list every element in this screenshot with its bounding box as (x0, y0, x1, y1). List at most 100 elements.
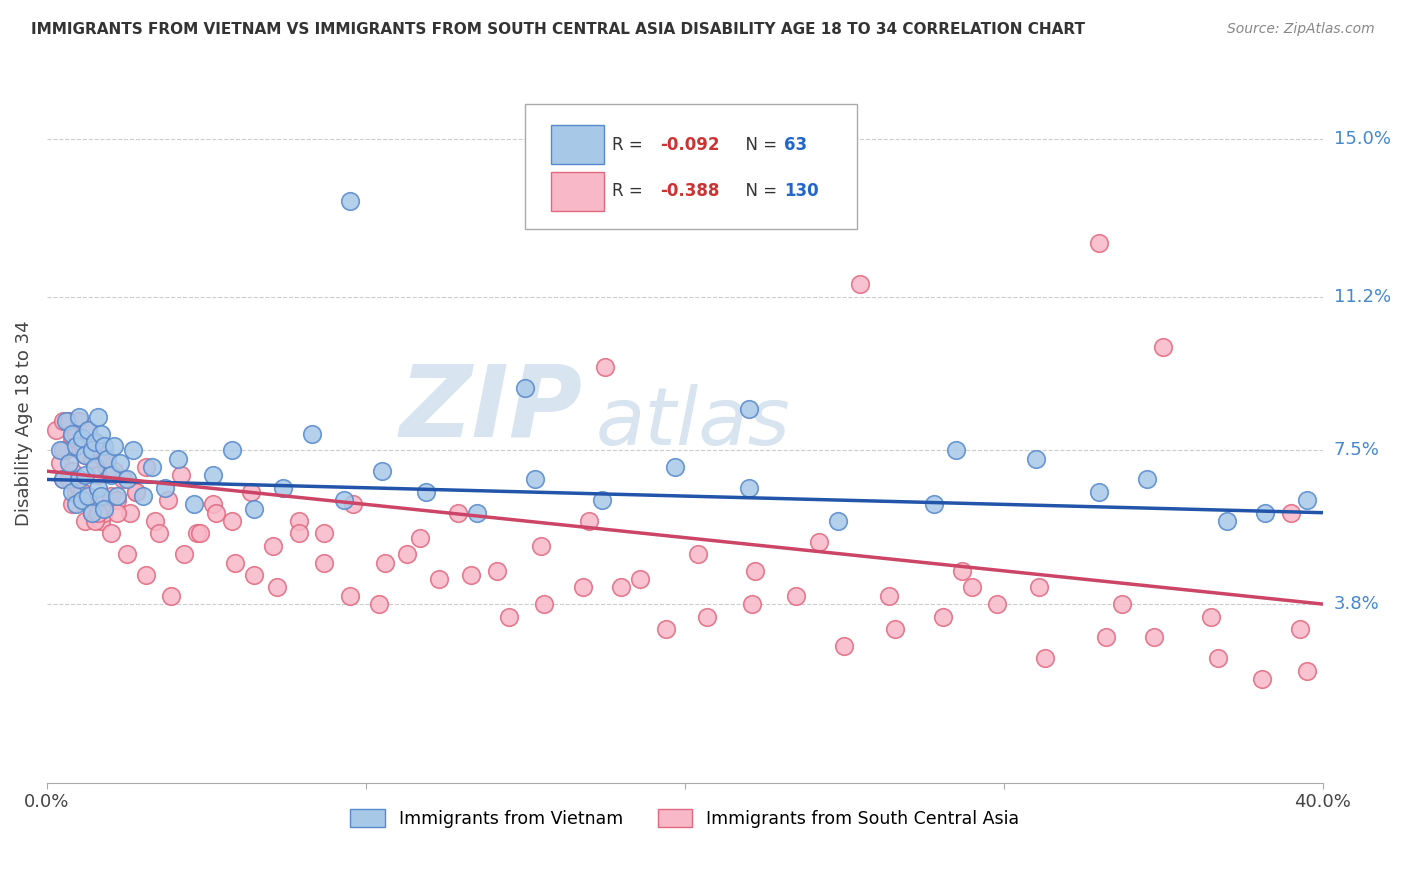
Point (75, 448, 97, 462)
Point (58, 414, 80, 428)
Point (170, 468, 193, 483)
Point (67, 481, 90, 495)
Point (77, 423, 100, 437)
Point (143, 514, 166, 528)
Point (80, 506, 103, 520)
Point (77, 489, 100, 503)
Text: 3.8%: 3.8% (1334, 595, 1379, 613)
Text: R =: R = (612, 136, 648, 153)
Point (314, 556, 336, 570)
Point (60, 497, 83, 511)
Point (60, 484, 83, 499)
Point (131, 489, 153, 503)
Point (52, 414, 75, 428)
Point (498, 609, 520, 624)
Point (834, 639, 856, 653)
Point (48, 456, 70, 470)
Point (262, 539, 284, 553)
Point (515, 381, 537, 395)
Point (65, 497, 87, 511)
Point (849, 277, 872, 292)
Point (807, 534, 830, 549)
Point (593, 360, 616, 375)
Point (100, 468, 122, 483)
Point (93, 439, 115, 453)
Point (67, 410, 90, 425)
Point (447, 506, 470, 520)
Point (87, 493, 110, 508)
Text: 11.2%: 11.2% (1334, 288, 1391, 306)
Point (427, 572, 450, 586)
Point (221, 514, 243, 528)
Text: N =: N = (734, 136, 782, 153)
Point (415, 484, 437, 499)
Point (884, 622, 907, 636)
Point (339, 589, 361, 603)
FancyBboxPatch shape (551, 172, 605, 211)
Point (125, 484, 148, 499)
Point (409, 531, 432, 545)
Point (396, 547, 419, 561)
Y-axis label: Disability Age 18 to 34: Disability Age 18 to 34 (15, 320, 32, 526)
Text: 15.0%: 15.0% (1334, 130, 1391, 148)
Point (173, 547, 195, 561)
Point (75, 468, 97, 483)
Text: Source: ZipAtlas.com: Source: ZipAtlas.com (1227, 22, 1375, 37)
Text: 7.5%: 7.5% (1334, 442, 1379, 459)
Point (578, 514, 600, 528)
Point (1152, 339, 1174, 353)
Point (70, 493, 93, 508)
Point (135, 568, 157, 582)
Point (950, 564, 973, 578)
Point (93, 501, 115, 516)
Point (342, 497, 364, 511)
Point (1216, 514, 1239, 528)
Point (83, 514, 105, 528)
Point (122, 443, 145, 458)
Point (266, 581, 288, 595)
Point (87, 506, 110, 520)
Point (1095, 630, 1118, 644)
Point (55, 414, 77, 428)
Point (77, 423, 100, 437)
Point (100, 489, 122, 503)
Point (75, 489, 97, 503)
Point (100, 526, 122, 541)
Point (90, 448, 112, 462)
Point (52, 473, 75, 487)
Point (83, 460, 105, 475)
Point (105, 493, 128, 508)
Text: -0.388: -0.388 (661, 182, 720, 201)
Point (367, 597, 389, 611)
Point (628, 572, 651, 586)
Point (87, 468, 110, 483)
Point (654, 622, 676, 636)
Point (664, 460, 686, 475)
Point (737, 481, 759, 495)
Point (65, 439, 87, 453)
Point (58, 473, 80, 487)
Point (135, 460, 157, 475)
Point (696, 609, 718, 624)
Point (75, 448, 97, 462)
Text: 130: 130 (785, 182, 818, 201)
Point (314, 526, 336, 541)
Point (339, 194, 361, 208)
Point (523, 473, 546, 487)
Point (105, 506, 128, 520)
Point (115, 473, 138, 487)
Point (610, 581, 633, 595)
Point (96, 460, 118, 475)
Point (153, 481, 176, 495)
Point (70, 493, 93, 508)
Point (243, 501, 266, 516)
Point (1088, 484, 1111, 499)
Point (90, 514, 112, 528)
Point (533, 597, 555, 611)
Point (1025, 451, 1047, 466)
Point (83, 435, 105, 450)
Point (70, 435, 93, 450)
Point (103, 464, 125, 478)
Point (877, 589, 900, 603)
Point (65, 426, 87, 441)
